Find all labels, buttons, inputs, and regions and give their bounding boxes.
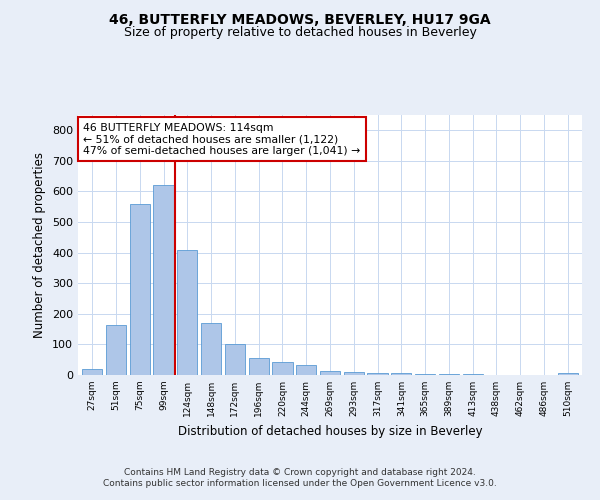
Bar bbox=[296, 365, 316, 375]
Text: 46, BUTTERFLY MEADOWS, BEVERLEY, HU17 9GA: 46, BUTTERFLY MEADOWS, BEVERLEY, HU17 9G… bbox=[109, 12, 491, 26]
Bar bbox=[177, 250, 197, 375]
Bar bbox=[344, 372, 364, 375]
Text: Contains HM Land Registry data © Crown copyright and database right 2024.
Contai: Contains HM Land Registry data © Crown c… bbox=[103, 468, 497, 487]
Bar bbox=[154, 184, 173, 375]
Bar bbox=[439, 374, 459, 375]
Bar bbox=[130, 204, 150, 375]
Bar bbox=[557, 374, 578, 375]
Bar bbox=[415, 374, 435, 375]
Bar bbox=[391, 374, 412, 375]
Bar bbox=[272, 362, 293, 375]
Text: Size of property relative to detached houses in Beverley: Size of property relative to detached ho… bbox=[124, 26, 476, 39]
Text: 46 BUTTERFLY MEADOWS: 114sqm
← 51% of detached houses are smaller (1,122)
47% of: 46 BUTTERFLY MEADOWS: 114sqm ← 51% of de… bbox=[83, 123, 360, 156]
Bar bbox=[248, 358, 269, 375]
Bar bbox=[106, 326, 126, 375]
Bar bbox=[201, 323, 221, 375]
X-axis label: Distribution of detached houses by size in Beverley: Distribution of detached houses by size … bbox=[178, 424, 482, 438]
Bar bbox=[225, 344, 245, 375]
Bar bbox=[367, 372, 388, 375]
Bar bbox=[463, 374, 483, 375]
Bar bbox=[320, 370, 340, 375]
Y-axis label: Number of detached properties: Number of detached properties bbox=[34, 152, 46, 338]
Bar bbox=[82, 369, 103, 375]
